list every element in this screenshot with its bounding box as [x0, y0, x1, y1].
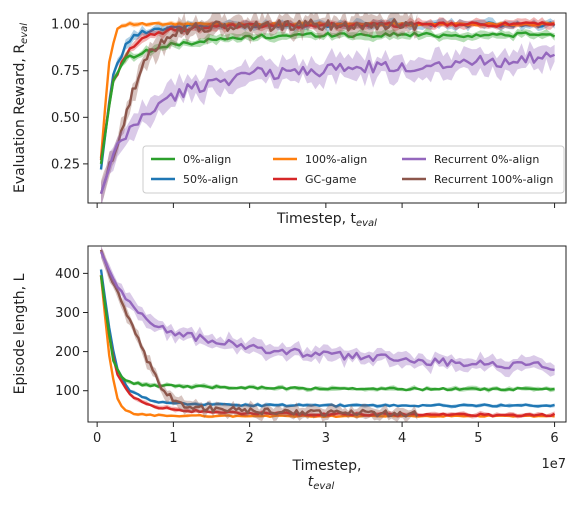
axes-frame: [87, 245, 567, 423]
x-axis-label-sub: eval: [356, 218, 377, 229]
y-tick-label: 0.50: [51, 111, 80, 126]
y-tick-label: 400: [55, 267, 80, 282]
x-axis-label-sub: eval: [313, 481, 334, 492]
legend-box: [142, 145, 565, 194]
legend-label-100pct-align: 100%-align: [305, 153, 367, 166]
x-axis-label: Timestep, teval: [276, 211, 377, 229]
series-band-recurrent-100pct-align: [101, 246, 418, 422]
legend-label-0pct-align: 0%-align: [183, 153, 231, 166]
x-axis-label-line1: Timestep,: [292, 458, 362, 474]
chart-panel-2: 100 200 300 400 0 1 2 3 4 5 6 Episode length, L Time…: [12, 245, 567, 492]
y-axis-label-main: Evaluation Reward, R: [12, 44, 28, 193]
series-line-recurrent-100pct-align: [99, 249, 419, 418]
x-tick-label: 0: [93, 431, 101, 446]
series-line-100pct-align: [99, 275, 555, 418]
y-axis-label: Episode length, L: [12, 273, 28, 394]
x-tick-label: 6: [550, 431, 558, 446]
legend-label-gc-game: GC-game: [305, 173, 357, 186]
y-tick-label: 1.00: [51, 18, 80, 33]
legend: 0%-align 50%-align 100%-align GC-game Recurr…: [142, 145, 565, 194]
series-line-recurrent-0pct-align: [99, 251, 555, 372]
y-axis-label-main: Episode length, L: [12, 273, 28, 394]
x-scale-multiplier: 1e7: [541, 457, 566, 472]
series-line-0pct-align: [99, 31, 556, 165]
axes-frame: [87, 12, 567, 204]
series-band-recurrent-0pct-align: [101, 41, 555, 203]
y-axis-label-sub: eval: [19, 23, 30, 44]
x-axis-label-main: Timestep, t: [276, 211, 356, 227]
legend-label-recurrent-0pct-align: Recurrent 0%-align: [434, 153, 539, 166]
legend-label-recurrent-100pct-align: Recurrent 100%-align: [434, 173, 553, 186]
x-tick-label: 2: [245, 431, 253, 446]
series-line-gc-game: [99, 275, 556, 418]
series-band-recurrent-0pct-align: [101, 246, 555, 378]
y-axis-label: Evaluation Reward, Reval: [12, 23, 30, 193]
y-tick-label: 0.25: [51, 157, 80, 172]
x-tick-label: 4: [398, 431, 406, 446]
x-tick-label: 1: [169, 431, 177, 446]
plot-area: [99, 246, 556, 422]
series-line-0pct-align: [99, 275, 555, 392]
y-tick-label: 100: [55, 384, 80, 399]
plot-area: [99, 13, 556, 203]
series-line-recurrent-100pct-align: [99, 18, 419, 195]
legend-label-50pct-align: 50%-align: [183, 173, 238, 186]
series-line-50pct-align: [99, 269, 555, 408]
series-line-gc-game: [99, 21, 555, 161]
x-tick-label: 3: [322, 431, 330, 446]
y-tick-label: 200: [55, 345, 80, 360]
x-tick-label: 5: [474, 431, 482, 446]
y-tick-label: 300: [55, 306, 80, 321]
series-line-recurrent-0pct-align: [99, 51, 556, 195]
x-axis-label-line2: teval: [308, 474, 335, 492]
series-band-recurrent-100pct-align: [101, 13, 418, 203]
x-axis-label-var: t: [308, 474, 314, 490]
y-tick-label: 0.75: [51, 64, 80, 79]
